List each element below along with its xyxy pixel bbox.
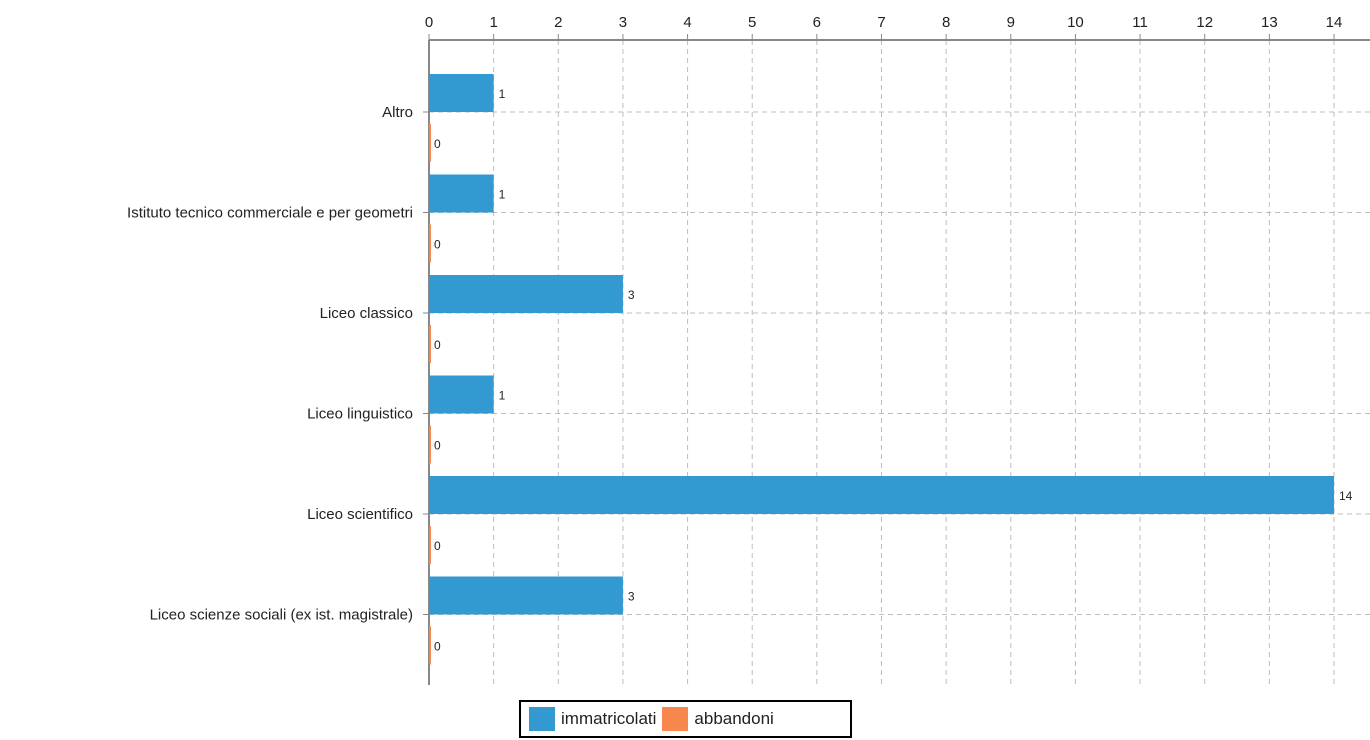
tick-label-x-9: 9	[1007, 14, 1015, 31]
data-label-abbandoni: 0	[434, 439, 441, 453]
tick-label-x-5: 5	[748, 14, 756, 31]
tick-label-x-1: 1	[489, 14, 497, 31]
bar-abbandoni-3	[429, 425, 431, 464]
bar-immatricolati-0	[429, 74, 494, 112]
category-label: Liceo classico	[320, 305, 413, 322]
data-label-abbandoni: 0	[434, 640, 441, 654]
tick-label-x-14: 14	[1326, 14, 1343, 31]
bar-immatricolati-2	[429, 275, 623, 313]
bar-abbandoni-1	[429, 224, 431, 263]
category-label: Liceo scientifico	[307, 506, 413, 523]
bar-abbandoni-2	[429, 325, 431, 363]
tick-label-x-10: 10	[1067, 14, 1084, 31]
bar-abbandoni-5	[429, 626, 431, 665]
tick-label-x-3: 3	[619, 14, 627, 31]
category-label: Altro	[382, 104, 413, 121]
category-label: Istituto tecnico commerciale e per geome…	[127, 205, 413, 222]
tick-label-x-4: 4	[683, 14, 691, 31]
tick-label-x-12: 12	[1196, 14, 1213, 31]
data-label-abbandoni: 0	[434, 338, 441, 352]
bar-abbandoni-0	[429, 124, 431, 162]
data-label-immatricolati: 3	[628, 288, 635, 302]
bar-immatricolati-3	[429, 375, 494, 414]
tick-label-x-13: 13	[1261, 14, 1278, 31]
bar-immatricolati-4	[429, 476, 1334, 514]
data-label-abbandoni: 0	[434, 137, 441, 151]
tick-label-x-8: 8	[942, 14, 950, 31]
data-label-immatricolati: 14	[1339, 489, 1353, 503]
data-label-immatricolati: 1	[499, 87, 506, 101]
tick-label-x-2: 2	[554, 14, 562, 31]
data-label-immatricolati: 3	[628, 590, 635, 604]
data-label-abbandoni: 0	[434, 238, 441, 252]
data-label-immatricolati: 1	[499, 389, 506, 403]
tick-label-x-7: 7	[877, 14, 885, 31]
legend-item-abbandoni: abbandoni	[662, 707, 774, 731]
legend-label-abbandoni: abbandoni	[694, 709, 774, 728]
bar-immatricolati-5	[429, 576, 623, 615]
legend-swatch-abbandoni	[662, 707, 689, 731]
data-label-immatricolati: 1	[499, 188, 506, 202]
bar-immatricolati-1	[429, 174, 494, 213]
legend-swatch-immatricolati	[529, 707, 555, 731]
category-label: Liceo linguistico	[307, 406, 413, 423]
legend-label-immatricolati: immatricolati	[561, 709, 657, 728]
legend-item-immatricolati: immatricolati	[529, 707, 656, 731]
tick-label-x-6: 6	[813, 14, 821, 31]
tick-label-x-11: 11	[1132, 14, 1148, 31]
data-label-abbandoni: 0	[434, 539, 441, 553]
bar-abbandoni-4	[429, 526, 431, 564]
tick-label-x-0: 0	[425, 14, 433, 31]
chart-legend: immatricolati abbandoni	[519, 700, 852, 738]
category-label: Liceo scienze sociali (ex ist. magistral…	[150, 607, 413, 624]
